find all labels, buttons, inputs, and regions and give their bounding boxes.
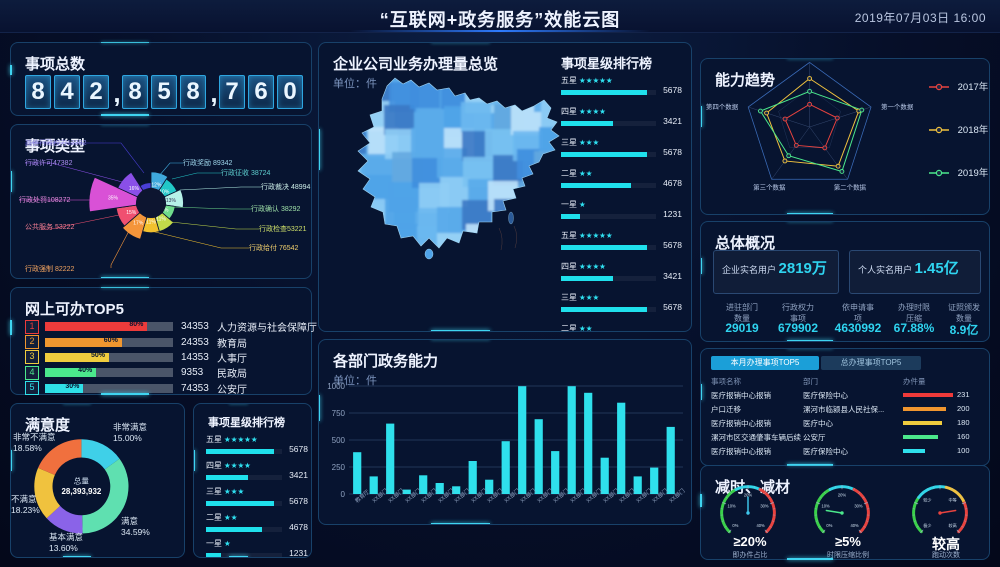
svg-text:16%: 16% — [129, 186, 140, 192]
svg-text:15%: 15% — [126, 210, 137, 216]
svg-text:极少: 极少 — [923, 522, 931, 528]
svg-text:1000: 1000 — [327, 382, 345, 391]
svg-text:中等: 中等 — [949, 497, 957, 503]
svg-text:行政裁决 48994: 行政裁决 48994 — [261, 182, 311, 191]
svg-text:40%: 40% — [757, 523, 766, 528]
svg-text:30%: 30% — [760, 504, 769, 509]
svg-text:第一个数据: 第一个数据 — [881, 102, 914, 111]
svg-text:35%: 35% — [108, 196, 119, 202]
svg-text:较少: 较少 — [923, 497, 931, 503]
svg-text:10%: 10% — [727, 504, 736, 509]
svg-text:30%: 30% — [854, 504, 863, 509]
svg-text:总量: 总量 — [74, 475, 90, 485]
svg-text:行政征收 38724: 行政征收 38724 — [221, 168, 271, 177]
svg-text:0%: 0% — [732, 523, 738, 528]
svg-text:公共服务 53222: 公共服务 53222 — [25, 222, 75, 231]
svg-text:其他行政权力12382: 其他行政权力12382 — [25, 138, 87, 147]
svg-text:行政强制 82222: 行政强制 82222 — [25, 264, 75, 273]
svg-text:第三个数据: 第三个数据 — [753, 182, 786, 191]
svg-text:40%: 40% — [851, 523, 860, 528]
svg-text:28,393,932: 28,393,932 — [61, 487, 101, 496]
svg-text:第二个数据: 第二个数据 — [834, 182, 867, 191]
svg-text:12%: 12% — [151, 183, 162, 189]
svg-text:行政检查53221: 行政检查53221 — [259, 224, 307, 233]
svg-text:第四个数据: 第四个数据 — [706, 102, 739, 111]
svg-text:行政许可47382: 行政许可47382 — [25, 158, 73, 167]
svg-text:17%: 17% — [133, 221, 144, 227]
svg-text:行政奖励 89342: 行政奖励 89342 — [183, 158, 233, 167]
svg-text:13%: 13% — [166, 198, 177, 204]
svg-text:行政给付 76542: 行政给付 76542 — [249, 243, 299, 252]
svg-text:第五个数据: 第五个数据 — [793, 59, 826, 60]
svg-text:250: 250 — [332, 463, 346, 472]
svg-text:500: 500 — [332, 436, 346, 445]
svg-text:行政处罚108272: 行政处罚108272 — [19, 195, 70, 204]
svg-text:11%: 11% — [146, 220, 156, 226]
svg-text:11%: 11% — [156, 217, 166, 223]
svg-text:0: 0 — [341, 490, 346, 499]
svg-text:较高: 较高 — [949, 522, 957, 528]
svg-text:10%: 10% — [821, 504, 830, 509]
svg-text:行政确认 38292: 行政确认 38292 — [251, 204, 301, 213]
svg-text:0%: 0% — [826, 523, 832, 528]
svg-text:750: 750 — [332, 409, 346, 418]
svg-text:20%: 20% — [838, 493, 847, 498]
